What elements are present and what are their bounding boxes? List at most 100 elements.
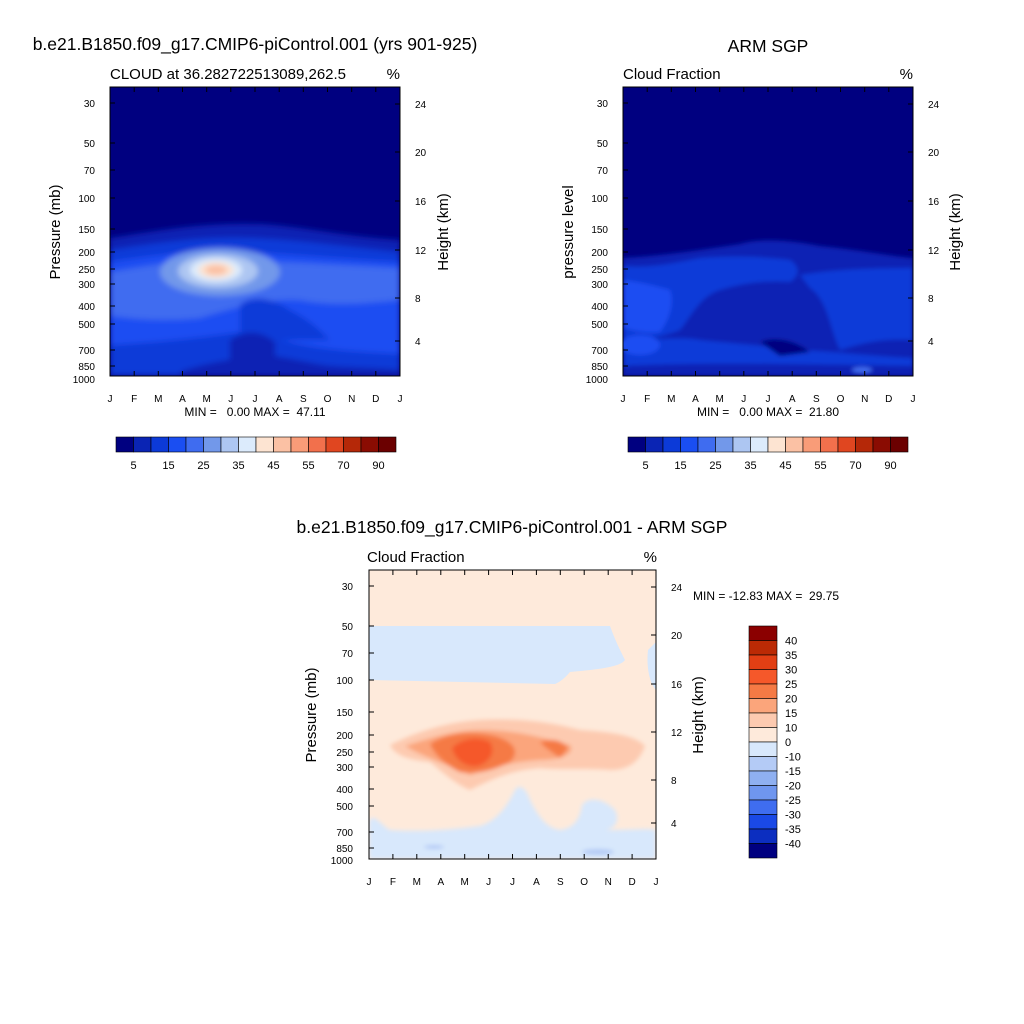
panel-obs-xtick: D	[885, 394, 892, 405]
panel-model-colorbar: 5 15 25 35 45 55 70 90	[115, 436, 397, 472]
panel-model-ytick: 70	[84, 166, 96, 177]
panel-obs-xtick: S	[813, 394, 820, 405]
panel-diff-ytick: 700	[336, 828, 353, 839]
panel-diff-left-title: Cloud Fraction	[367, 549, 465, 566]
panel-model-ytick: 400	[78, 302, 95, 313]
panel-obs-colorbar: 5 15 25 35 45 55 70 90	[627, 436, 909, 472]
panel-diff-x-axis: J F M A M J J A S O N D J	[367, 570, 659, 888]
panel-model-xtick: A	[276, 394, 283, 405]
panel-model-units: %	[387, 66, 400, 83]
panel-diff-xtick: S	[557, 877, 564, 888]
panel-obs-left-axis: 30 50 70 100 150 200 250 300 400 500 700…	[586, 99, 628, 386]
panel-diff-xtick: J	[367, 877, 372, 888]
panel-obs-cbar-label: 25	[709, 460, 721, 472]
panel-obs-cbar-label: 35	[744, 460, 756, 472]
panel-obs-ytick: 1000	[586, 375, 609, 386]
panel-obs: ARM SGP Cloud Fraction % 30 50 70 100	[560, 36, 964, 472]
panel-diff-xtick: J	[510, 877, 515, 888]
panel-obs-rtick: 12	[928, 246, 940, 257]
panel-model-stats: MIN = 0.00 MAX = 47.11	[184, 405, 326, 419]
panel-obs-rtick: 20	[928, 148, 940, 159]
panel-diff-main-title: b.e21.B1850.f09_g17.CMIP6-piControl.001 …	[297, 517, 728, 538]
panel-obs-left-title: Cloud Fraction	[623, 66, 721, 83]
panel-diff-ytick: 1000	[331, 856, 354, 867]
panel-diff-ylabel: Pressure (mb)	[303, 667, 320, 762]
panel-diff-cbar-label: -15	[785, 766, 801, 778]
panel-diff-xtick: F	[390, 877, 396, 888]
panel-model-contours	[110, 87, 400, 376]
panel-diff-colorbar: 40 35 30 25 20 15 10 0 -10 -15 -20 -25 -…	[748, 625, 801, 859]
panel-model-xtick: D	[372, 394, 379, 405]
panel-obs-ytick: 850	[591, 362, 608, 373]
panel-diff-ytick: 50	[342, 622, 354, 633]
panel-model-xtick: J	[398, 394, 403, 405]
panel-model-cbar-label: 5	[130, 460, 136, 472]
panel-diff-ylabel-right: Height (km)	[690, 676, 707, 754]
panel-obs-xtick: M	[667, 394, 675, 405]
panel-obs-rtick: 16	[928, 197, 940, 208]
panel-diff-cbar-label: -30	[785, 810, 801, 822]
panel-obs-ytick: 400	[591, 302, 608, 313]
panel-model-ylabel-right: Height (km)	[435, 193, 452, 271]
panel-model-ytick: 250	[78, 265, 95, 276]
panel-diff-cbar-label: 10	[785, 723, 797, 735]
panel-model-xtick: N	[348, 394, 355, 405]
panel-model-xtick: M	[154, 394, 162, 405]
panel-model-xtick: O	[324, 394, 332, 405]
panel-diff-cbar-label: 20	[785, 694, 797, 706]
panel-obs-ylabel-right: Height (km)	[947, 193, 964, 271]
panel-obs-main-title: ARM SGP	[728, 36, 809, 56]
panel-model-right-axis: 24 20 16 12 8 4	[395, 100, 427, 348]
panel-obs-ytick: 500	[591, 320, 608, 331]
panel-model-xtick: A	[179, 394, 186, 405]
panel-diff-rtick: 8	[671, 776, 677, 787]
panel-model-ytick: 850	[78, 362, 95, 373]
panel-model-cbar-label: 45	[267, 460, 279, 472]
panel-model-rtick: 16	[415, 197, 427, 208]
panel-diff-xtick: O	[580, 877, 588, 888]
panel-model-rtick: 8	[415, 294, 421, 305]
panel-diff-ytick: 850	[336, 844, 353, 855]
panel-diff-xtick: J	[486, 877, 491, 888]
panel-obs-contours	[623, 87, 913, 376]
panel-obs-ytick: 100	[591, 194, 608, 205]
panel-model-xtick: J	[228, 394, 233, 405]
panel-diff-cbar-label: -10	[785, 752, 801, 764]
panel-model-left-axis: 30 50 70 100 150 200 250 300 400 500 700…	[73, 99, 115, 386]
panel-model-xtick: F	[131, 394, 137, 405]
panel-diff-xtick: A	[437, 877, 444, 888]
panel-model: b.e21.B1850.f09_g17.CMIP6-piControl.001 …	[33, 34, 478, 472]
panel-obs-rtick: 24	[928, 100, 940, 111]
panel-diff: b.e21.B1850.f09_g17.CMIP6-piControl.001 …	[297, 517, 840, 888]
panel-obs-ytick: 150	[591, 225, 608, 236]
panel-diff-rtick: 20	[671, 631, 683, 642]
panel-diff-ytick: 100	[336, 676, 353, 687]
panel-diff-cbar-label: -20	[785, 781, 801, 793]
panel-diff-rtick: 4	[671, 819, 677, 830]
panel-obs-xtick: J	[766, 394, 771, 405]
panel-model-cbar-label: 55	[302, 460, 314, 472]
panel-model-ytick: 150	[78, 225, 95, 236]
panel-obs-cbar-label: 90	[884, 460, 896, 472]
panel-model-xtick: J	[108, 394, 113, 405]
panel-obs-cbar-label: 55	[814, 460, 826, 472]
panel-obs-right-axis: 24 20 16 12 8 4	[908, 100, 940, 348]
panel-diff-cbar-label: 30	[785, 665, 797, 677]
panel-model-ytick: 300	[78, 280, 95, 291]
panel-model-cbar-label: 35	[232, 460, 244, 472]
panel-diff-xtick: M	[461, 877, 469, 888]
panel-obs-ylabel: pressure level	[560, 185, 577, 278]
panel-obs-ytick: 50	[597, 139, 609, 150]
panel-diff-right-axis: 24 20 16 12 8 4	[651, 583, 683, 830]
panel-model-left-title: CLOUD at 36.282722513089,262.5	[110, 66, 346, 83]
panel-model-rtick: 4	[415, 337, 421, 348]
panel-obs-xtick: J	[741, 394, 746, 405]
panel-diff-cbar-label: 15	[785, 708, 797, 720]
panel-model-cbar-label: 15	[162, 460, 174, 472]
panel-diff-cbar-label: 25	[785, 679, 797, 691]
panel-obs-xtick: J	[621, 394, 626, 405]
panel-model-ytick: 100	[78, 194, 95, 205]
panel-obs-ytick: 250	[591, 265, 608, 276]
panel-obs-x-axis: J F M A M J J A S O N D J	[621, 87, 916, 405]
panel-obs-xtick: M	[716, 394, 724, 405]
